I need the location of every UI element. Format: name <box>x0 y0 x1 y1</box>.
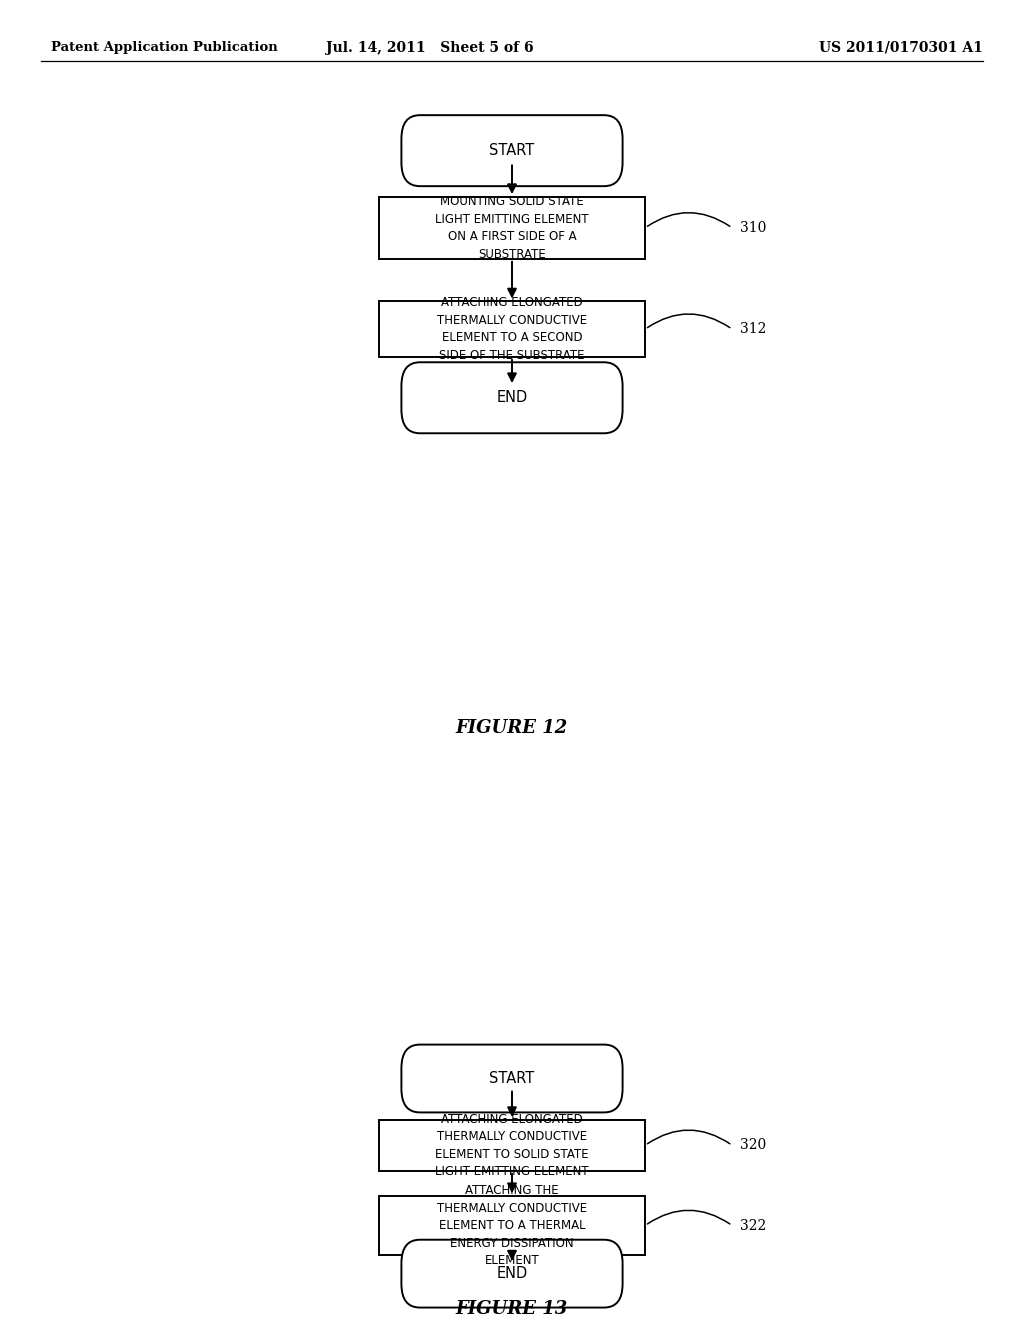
Text: START: START <box>489 143 535 158</box>
Text: MOUNTING SOLID STATE
LIGHT EMITTING ELEMENT
ON A FIRST SIDE OF A
SUBSTRATE: MOUNTING SOLID STATE LIGHT EMITTING ELEM… <box>435 195 589 260</box>
Text: 310: 310 <box>740 220 767 235</box>
FancyBboxPatch shape <box>401 115 623 186</box>
Text: ATTACHING ELONGATED
THERMALLY CONDUCTIVE
ELEMENT TO A SECOND
SIDE OF THE SUBSTRA: ATTACHING ELONGATED THERMALLY CONDUCTIVE… <box>437 297 587 362</box>
Text: Patent Application Publication: Patent Application Publication <box>51 41 278 54</box>
Bar <box>379 301 645 356</box>
FancyBboxPatch shape <box>401 1044 623 1113</box>
Text: FIGURE 13: FIGURE 13 <box>456 1300 568 1319</box>
Text: 320: 320 <box>740 1138 767 1152</box>
Text: START: START <box>489 1071 535 1086</box>
Text: 322: 322 <box>740 1218 767 1233</box>
Bar <box>379 197 645 259</box>
Text: 312: 312 <box>740 322 767 337</box>
FancyBboxPatch shape <box>401 1239 623 1308</box>
Text: END: END <box>497 391 527 405</box>
FancyBboxPatch shape <box>401 362 623 433</box>
Bar <box>379 1196 645 1255</box>
Text: END: END <box>497 1266 527 1282</box>
Text: Jul. 14, 2011   Sheet 5 of 6: Jul. 14, 2011 Sheet 5 of 6 <box>327 41 534 54</box>
Bar <box>379 1119 645 1171</box>
Text: US 2011/0170301 A1: US 2011/0170301 A1 <box>819 41 983 54</box>
Text: ATTACHING ELONGATED
THERMALLY CONDUCTIVE
ELEMENT TO SOLID STATE
LIGHT EMITTING E: ATTACHING ELONGATED THERMALLY CONDUCTIVE… <box>435 1113 589 1177</box>
Text: ATTACHING THE
THERMALLY CONDUCTIVE
ELEMENT TO A THERMAL
ENERGY DISSIPATION
ELEME: ATTACHING THE THERMALLY CONDUCTIVE ELEME… <box>437 1184 587 1267</box>
Text: FIGURE 12: FIGURE 12 <box>456 719 568 738</box>
